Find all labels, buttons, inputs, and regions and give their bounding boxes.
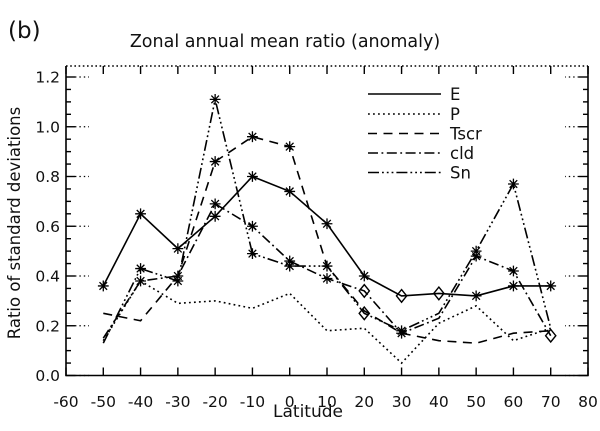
asterisk-marker xyxy=(470,290,482,302)
asterisk-marker xyxy=(135,275,146,287)
asterisk-marker xyxy=(135,208,146,220)
y-tick-label: 0.4 xyxy=(35,268,60,286)
diamond-marker xyxy=(432,285,445,301)
legend-label-P: P xyxy=(450,105,460,124)
x-tick-label: -60 xyxy=(53,393,78,411)
asterisk-marker xyxy=(209,210,221,222)
x-tick-label: 80 xyxy=(578,393,598,411)
asterisk-marker xyxy=(284,186,296,197)
panel-label: (b) xyxy=(8,18,41,44)
asterisk-marker xyxy=(396,325,407,337)
asterisk-marker xyxy=(470,245,482,257)
diamond-marker xyxy=(544,328,557,344)
asterisk-marker xyxy=(97,280,109,292)
series-line-P xyxy=(102,279,551,365)
legend-label-Sn: Sn xyxy=(450,164,471,183)
legend-label-E: E xyxy=(450,85,460,104)
asterisk-marker xyxy=(508,178,519,190)
asterisk-marker xyxy=(209,156,221,167)
asterisk-marker xyxy=(321,273,333,284)
asterisk-marker xyxy=(209,93,221,105)
x-tick-label: -20 xyxy=(202,393,227,411)
x-tick-label: 60 xyxy=(504,393,524,411)
x-tick-label: 0 xyxy=(285,393,295,411)
x-tick-label: 40 xyxy=(429,393,449,411)
x-tick-label: 30 xyxy=(392,393,412,411)
asterisk-marker xyxy=(358,270,370,282)
asterisk-marker xyxy=(247,171,258,182)
asterisk-marker xyxy=(209,198,221,210)
x-tick-label: 70 xyxy=(541,393,561,411)
y-tick-label: 0.2 xyxy=(35,317,60,335)
asterisk-marker xyxy=(284,141,296,153)
diamond-marker xyxy=(358,305,371,321)
asterisk-marker xyxy=(284,260,296,272)
x-tick-label: 10 xyxy=(317,393,337,411)
chart-title: Zonal annual mean ratio (anomaly) xyxy=(129,32,441,52)
asterisk-marker xyxy=(135,263,146,274)
asterisk-marker xyxy=(172,275,184,287)
asterisk-marker xyxy=(172,243,184,255)
x-tick-label: -30 xyxy=(165,393,190,411)
asterisk-marker xyxy=(508,280,519,292)
legend-label-Tscr: Tscr xyxy=(449,125,482,144)
y-tick-label: 1.2 xyxy=(35,69,60,87)
x-tick-label: -50 xyxy=(91,393,116,411)
x-tick-label: -40 xyxy=(128,393,153,411)
y-tick-label: 0.0 xyxy=(35,367,60,385)
x-tick-label: 20 xyxy=(354,393,374,411)
asterisk-marker xyxy=(247,131,258,143)
asterisk-marker xyxy=(247,220,258,232)
diamond-marker xyxy=(395,288,408,304)
y-tick-label: 0.8 xyxy=(35,168,60,186)
asterisk-marker xyxy=(321,218,333,230)
asterisk-marker xyxy=(247,248,258,260)
asterisk-marker xyxy=(508,265,519,277)
x-axis-label: Latitude xyxy=(273,402,343,422)
y-axis-label: Ratio of standard deviations xyxy=(5,106,24,340)
diamond-marker xyxy=(358,283,371,299)
y-tick-label: 1.0 xyxy=(35,118,60,136)
asterisk-marker xyxy=(545,280,557,292)
legend-label-cld: cld xyxy=(450,144,474,163)
x-tick-label: 50 xyxy=(466,393,486,411)
x-tick-label: -10 xyxy=(240,393,265,411)
y-tick-label: 0.6 xyxy=(35,218,60,236)
